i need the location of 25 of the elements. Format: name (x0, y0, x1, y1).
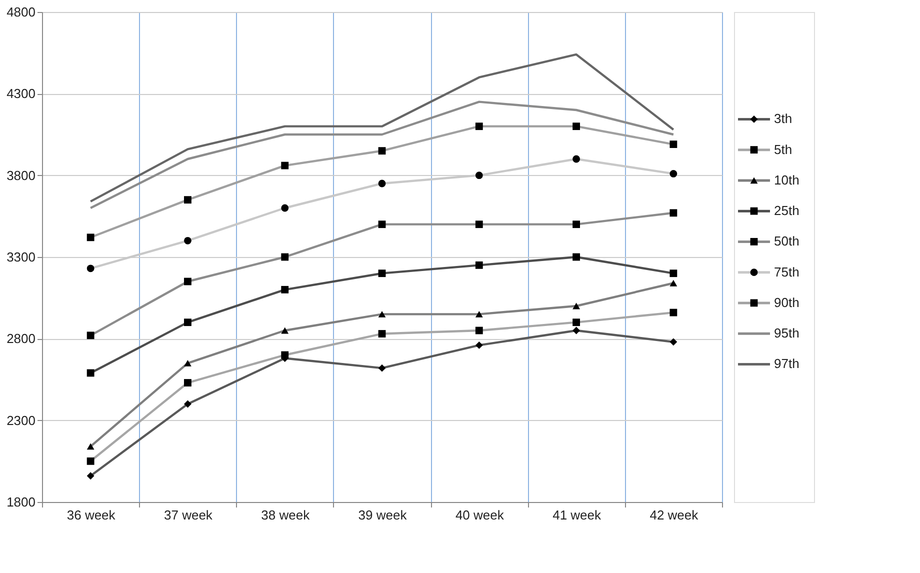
legend-label: 90th (774, 294, 800, 310)
y-tick-label: 3800 (6, 168, 36, 183)
x-tick-label: 36 week (66, 508, 116, 522)
legend-label: 95th (774, 326, 800, 341)
legend-label: 75th (774, 264, 800, 280)
line-series (89, 100, 675, 210)
x-tick-label: 41 week (552, 508, 602, 522)
x-tick-label: 40 week (455, 508, 504, 522)
x-tick-label: 39 week (358, 508, 408, 522)
x-tick-label: 42 week (650, 508, 699, 522)
legend-label: 10th (774, 172, 800, 188)
y-tick-label: 4800 (6, 4, 36, 20)
y-tick-label: 3300 (6, 250, 36, 264)
y-tick-label: 1800 (6, 494, 36, 510)
legend-label: 25th (774, 203, 800, 218)
y-tick-label: 2300 (6, 412, 36, 428)
legend-label: 5th (774, 142, 792, 157)
x-tick-label: 37 week (164, 508, 213, 522)
y-tick-label: 4300 (6, 86, 36, 102)
x-tick-label: 38 week (261, 508, 310, 522)
line-series (89, 53, 675, 203)
y-tick-label: 2800 (6, 331, 36, 346)
legend-label: 3th (774, 111, 792, 126)
legend-label: 97th (774, 356, 800, 372)
legend-label: 50th (774, 234, 800, 249)
